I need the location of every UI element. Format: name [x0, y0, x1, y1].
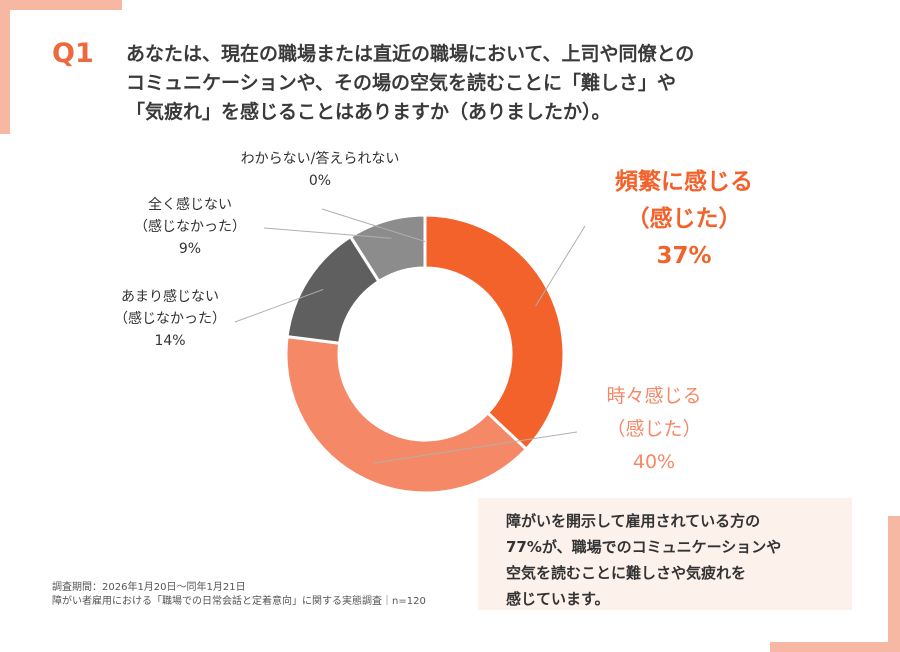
leader-line-sometimes [373, 431, 578, 464]
survey-source: 調査期間：2026年1月20日～同年1月21日 障がい者雇用における「職場での日… [52, 581, 426, 609]
label-frequent: 頻繁に感じる （感じた） 37% [598, 164, 770, 275]
label-never-value: 9% [178, 241, 202, 257]
leader-line-rarely [234, 288, 324, 323]
question-text: あなたは、現在の職場または直近の職場において、上司や同僚との コミュニケーション… [126, 40, 826, 127]
frame-accent-left [0, 0, 10, 134]
leader-line-unknown [321, 208, 426, 242]
summary-text: 障がいを開示して雇用されている方の 77%が、職場でのコミュニケーションや 空気… [506, 508, 781, 612]
label-never-line2: （感じなかった） [134, 219, 246, 235]
label-sometimes-line1: 時々感じる [606, 385, 702, 407]
question-line: 「気疲れ」を感じることはありますか（ありましたか）。 [126, 101, 611, 123]
question-number: Q1 [52, 38, 94, 69]
summary-line: 障がいを開示して雇用されている方の [506, 512, 761, 530]
label-sometimes: 時々感じる （感じた） 40% [584, 380, 724, 479]
frame-accent-top [0, 0, 122, 10]
label-never: 全く感じない （感じなかった） 9% [120, 194, 260, 260]
summary-line: 感じています。 [506, 590, 610, 608]
label-frequent-value: 37% [656, 243, 712, 269]
label-unknown-value: 0% [308, 173, 332, 189]
frame-accent-right [888, 516, 900, 652]
question-line: あなたは、現在の職場または直近の職場において、上司や同僚との [126, 43, 695, 65]
leader-line-frequent [535, 225, 586, 307]
slice-never [348, 213, 427, 284]
label-never-line1: 全く感じない [148, 197, 232, 213]
label-rarely: あまり感じない （感じなかった） 14% [100, 286, 240, 352]
question-line: コミュニケーションや、その場の空気を読むことに「難しさ」や [126, 72, 677, 94]
label-sometimes-line2: （感じた） [606, 418, 702, 440]
survey-period: 調査期間：2026年1月20日～同年1月21日 [52, 582, 246, 593]
label-rarely-line1: あまり感じない [121, 289, 219, 305]
summary-line: 空気を読むことに難しさや気疲れを [506, 564, 747, 582]
label-unknown: わからない/答えられない 0% [220, 148, 420, 192]
leader-line-never [263, 227, 392, 239]
label-frequent-line1: 頻繁に感じる [615, 169, 753, 195]
slice-sometimes [284, 334, 529, 495]
slice-frequent [423, 213, 566, 452]
label-frequent-line2: （感じた） [626, 206, 742, 232]
label-rarely-value: 14% [154, 333, 186, 349]
label-rarely-line2: （感じなかった） [114, 311, 226, 327]
summary-line: 77%が、職場でのコミュニケーションや [506, 538, 782, 556]
frame-accent-bottom [770, 642, 900, 652]
survey-description: 障がい者雇用における「職場での日常会話と定着意向」に関する実態調査｜n=120 [52, 596, 426, 607]
label-unknown-line1: わからない/答えられない [240, 151, 400, 167]
label-sometimes-value: 40% [632, 451, 676, 473]
summary-callout: 障がいを開示して雇用されている方の 77%が、職場でのコミュニケーションや 空気… [478, 498, 852, 610]
